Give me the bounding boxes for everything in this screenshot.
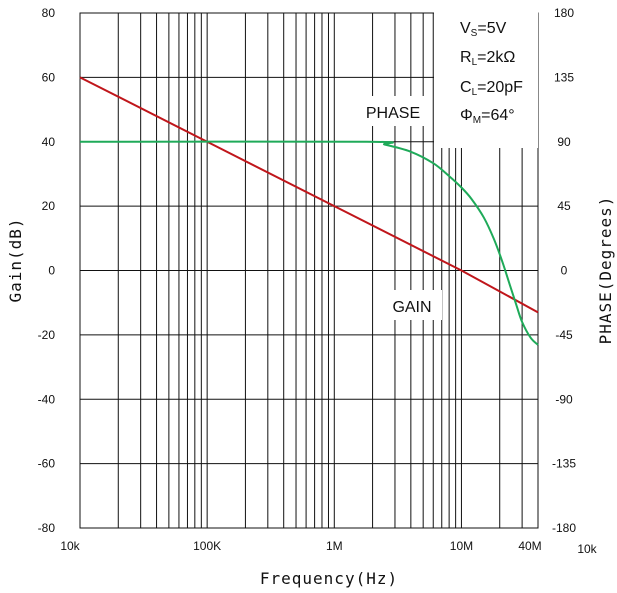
x-tick: 100K (193, 539, 221, 553)
x-axis-ticks: 10k 100K 1M 10M 40M (60, 539, 541, 553)
series-line-phase (79, 140, 539, 346)
plot-frame (79, 12, 539, 529)
x-tick: 1M (326, 539, 343, 553)
right-axis-ticks: 180 135 90 45 0 -45 -90 -135 -180 (552, 6, 576, 535)
y-tick-right: 135 (554, 70, 574, 84)
y-tick-right: 0 (561, 264, 568, 278)
left-axis-title: Gain(dB) (6, 217, 25, 302)
y-tick-right: 90 (557, 135, 571, 149)
y-tick-right: -45 (555, 328, 573, 342)
x-axis-title: Frequency(Hz) (260, 569, 398, 588)
x-tick: 40M (518, 539, 541, 553)
x-tick: 10k (60, 539, 80, 553)
annotation-cl: CL=20pF (460, 79, 523, 98)
series-label-gain: GAIN (392, 299, 431, 316)
y-tick-left: -20 (38, 328, 56, 342)
gain-label-backdrop (382, 290, 442, 320)
y-tick-left: 20 (42, 199, 56, 213)
x-tick: 10M (450, 539, 473, 553)
y-tick-right: -90 (555, 392, 573, 406)
series-label-phase: PHASE (366, 105, 420, 122)
y-tick-left: -60 (38, 457, 56, 471)
spec-box (434, 12, 538, 148)
series-lines (79, 76, 539, 346)
y-tick-left: -80 (38, 521, 56, 535)
y-tick-right: 45 (557, 199, 571, 213)
y-tick-left: 80 (42, 6, 56, 20)
y-tick-right: -135 (552, 457, 576, 471)
y-tick-left: 60 (42, 70, 56, 84)
series-line-gain (79, 76, 539, 314)
left-axis-ticks: 80 60 40 20 0 -20 -40 -60 -80 (38, 6, 56, 535)
y-tick-right: -180 (552, 521, 576, 535)
annotation-phase-margin: ΦM=64° (460, 107, 515, 126)
y-tick-left: 0 (48, 264, 55, 278)
annotation-vs: VS=5V (460, 20, 507, 39)
right-axis-title: PHASE(Degrees) (596, 196, 615, 345)
y-tick-right: 180 (554, 6, 574, 20)
extra-corner-label: 10k (577, 542, 597, 556)
y-tick-left: 40 (42, 135, 56, 149)
y-tick-left: -40 (38, 392, 56, 406)
annotation-rl: RL=2kΩ (460, 49, 515, 68)
phase-label-backdrop (357, 96, 429, 126)
